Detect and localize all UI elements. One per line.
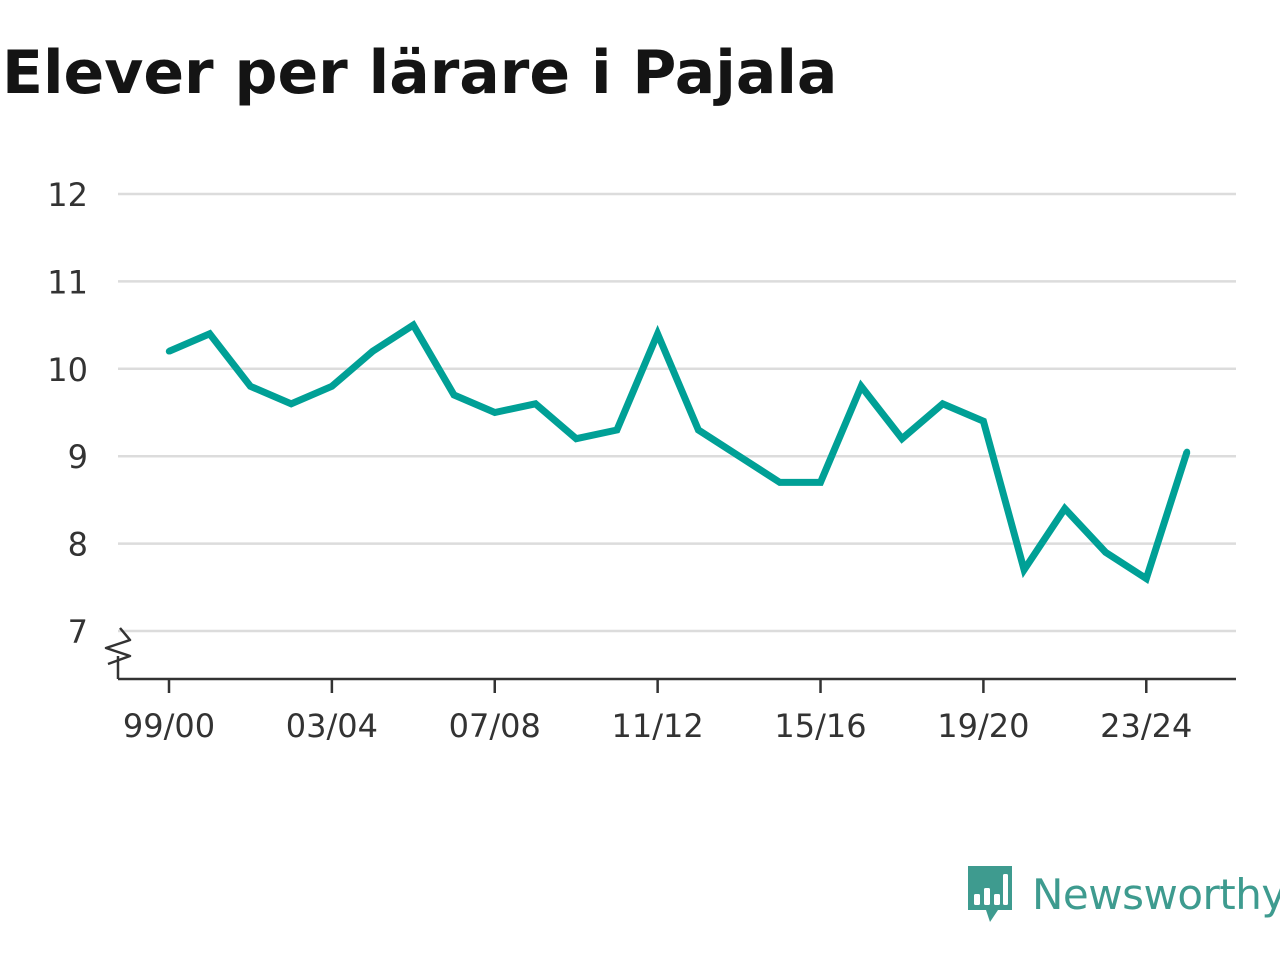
data-point-24-25	[1183, 448, 1191, 456]
data-point-21-22	[1061, 505, 1069, 512]
chart-title: Elever per lärare i Pajala	[2, 38, 838, 108]
data-point-01-02	[247, 383, 254, 390]
data-point-08-09	[532, 400, 539, 407]
x-axis	[104, 627, 1236, 681]
data-point-09-10	[573, 435, 580, 442]
data-point-14-15	[776, 479, 783, 486]
data-point-11-12	[654, 330, 661, 338]
chart-bubble-icon	[968, 866, 1012, 922]
y-axis: 7 8 9 10 11 12	[47, 176, 88, 651]
x-tick-label-19-20: 19/20	[937, 707, 1029, 745]
brand-logo: Newsworthy	[964, 864, 1280, 924]
data-point-05-06	[410, 321, 417, 329]
data-point-02-03	[287, 400, 295, 407]
axis-break-icon	[104, 627, 132, 666]
y-tick-label-11: 11	[47, 263, 88, 301]
data-point-18-19	[939, 400, 946, 407]
series-line	[167, 320, 1191, 585]
x-tick-label-23-24: 23/24	[1100, 707, 1192, 745]
y-tick-label-9: 9	[68, 438, 88, 476]
gridlines	[118, 192, 1236, 633]
data-point-07-08	[491, 409, 498, 416]
y-tick-label-10: 10	[47, 351, 88, 389]
data-point-17-18	[898, 435, 906, 442]
data-point-15-16	[817, 479, 824, 486]
y-tick-label-7: 7	[68, 613, 88, 651]
x-tick-label-11-12: 11/12	[612, 707, 704, 745]
data-point-20-21	[1020, 566, 1028, 574]
data-point-22-23	[1102, 549, 1109, 556]
x-tick-label-03-04: 03/04	[286, 707, 378, 745]
x-tick-label-15-16: 15/16	[774, 707, 866, 745]
data-point-13-14	[735, 453, 743, 460]
x-tick-label-99-00: 99/00	[123, 707, 215, 745]
series-group	[165, 320, 1191, 585]
data-point-10-11	[613, 426, 621, 434]
data-point-12-13	[695, 426, 702, 434]
data-point-00-01	[206, 330, 213, 338]
y-tick-label-12: 12	[47, 176, 88, 214]
data-point-19-20	[980, 418, 987, 425]
data-point-23-24	[1143, 575, 1150, 582]
data-point-06-07	[450, 391, 458, 399]
brand-name: Newsworthy	[1032, 869, 1280, 919]
data-point-99-00	[165, 348, 173, 355]
data-point-04-05	[369, 348, 376, 355]
data-point-16-17	[858, 383, 865, 390]
y-tick-label-8: 8	[68, 526, 88, 564]
x-axis-ticks: 99/00 03/04 07/08 11/12 15/16 19/20 23/24	[123, 679, 1192, 745]
x-tick-label-07-08: 07/08	[449, 707, 541, 745]
data-point-03-04	[328, 383, 336, 390]
